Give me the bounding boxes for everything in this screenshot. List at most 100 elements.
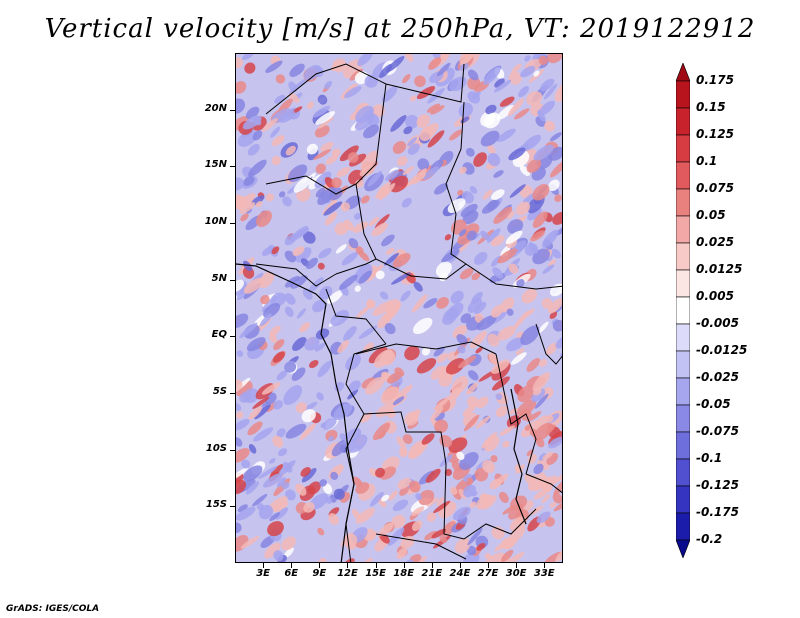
field-cell [299, 423, 317, 441]
field-cell [273, 550, 284, 562]
border-line [443, 463, 537, 540]
field-cell [254, 404, 271, 420]
field-cell [510, 352, 527, 365]
field-cell [236, 313, 249, 329]
colorbar-segment [675, 242, 691, 271]
coastline [236, 263, 527, 562]
colorbar-label: -0.125 [696, 478, 739, 492]
field-cell [404, 559, 414, 562]
field-cell [509, 525, 526, 542]
field-cell [288, 92, 300, 103]
field-cell [501, 549, 514, 562]
longitude-tick-label: 3E [256, 568, 270, 579]
field-cell [236, 522, 242, 534]
field-cell [507, 219, 524, 234]
latitude-tick [230, 279, 235, 281]
field-cell [291, 367, 306, 381]
field-cell [333, 488, 345, 500]
field-cell [527, 207, 542, 221]
longitude-tick [291, 563, 293, 568]
field-cell [465, 147, 475, 157]
field-cell [442, 307, 459, 325]
field-cell [283, 385, 303, 405]
field-cell [385, 248, 395, 255]
colorbar-segment [675, 458, 691, 487]
colorbar-label: 0.05 [696, 208, 726, 222]
field-cell [337, 339, 349, 354]
field-cell [243, 176, 255, 186]
field-cell [378, 430, 387, 439]
field-cell [236, 98, 246, 114]
field-cell [499, 491, 509, 504]
field-cell [263, 473, 283, 488]
field-cell [475, 415, 491, 429]
colorbar-label: 0.15 [696, 100, 726, 114]
longitude-tick-label: 9E [312, 568, 327, 579]
field-cell [392, 253, 411, 268]
field-cell [396, 436, 406, 449]
field-cell [426, 512, 437, 522]
field-cell [381, 234, 395, 247]
field-cell [439, 535, 448, 544]
field-cell [496, 128, 516, 143]
colorbar-label: -0.075 [696, 424, 739, 438]
field-cell [505, 230, 523, 245]
field-cell [545, 415, 554, 423]
field-cell [405, 114, 419, 129]
border-line [375, 533, 467, 560]
field-cell [241, 54, 254, 61]
field-cell [261, 382, 281, 395]
field-cell [317, 116, 334, 129]
field-cell [281, 536, 296, 551]
field-cell [511, 63, 522, 74]
field-cell [275, 74, 286, 84]
field-cell [278, 98, 293, 114]
field-cell [372, 422, 391, 441]
latitude-tick [230, 449, 235, 451]
field-cell [507, 98, 525, 117]
field-cell [253, 427, 274, 442]
colorbar-segment [675, 485, 691, 514]
field-cell [331, 148, 341, 157]
field-cell [506, 308, 514, 316]
field-cell [269, 333, 278, 344]
field-cell [552, 211, 562, 225]
field-cell [537, 110, 546, 122]
field-cell [450, 290, 464, 304]
field-cell [331, 177, 342, 188]
field-cell [401, 197, 412, 208]
border-line [525, 473, 562, 494]
field-cell [352, 221, 368, 233]
field-cell [385, 169, 400, 181]
field-cell [533, 476, 551, 491]
field-cell [270, 292, 287, 307]
field-cell [549, 160, 562, 178]
field-cell [381, 86, 398, 103]
field-cell [248, 444, 257, 454]
field-cell [354, 285, 361, 292]
field-cell [504, 537, 518, 549]
field-cell [547, 298, 562, 314]
colorbar-segment [675, 404, 691, 433]
field-cell [533, 422, 553, 442]
field-cell [552, 493, 562, 504]
field-cell [265, 60, 283, 73]
field-cell [516, 399, 537, 417]
field-cell [452, 325, 468, 339]
field-cell [239, 202, 256, 214]
field-cell [358, 270, 372, 284]
longitude-tick-label: 33E [533, 568, 555, 579]
longitude-tick [319, 563, 321, 568]
field-cell [339, 274, 358, 290]
latitude-tick [230, 109, 235, 111]
field-cell [424, 530, 438, 541]
grads-credit: GrADS: IGES/COLA [6, 604, 100, 614]
field-cell [248, 159, 267, 177]
field-cell [493, 206, 513, 224]
field-cell [467, 69, 479, 81]
field-cell [436, 297, 449, 309]
field-cell [517, 385, 536, 403]
field-cell [322, 417, 337, 430]
field-cell [516, 279, 525, 288]
field-cell [306, 257, 318, 270]
